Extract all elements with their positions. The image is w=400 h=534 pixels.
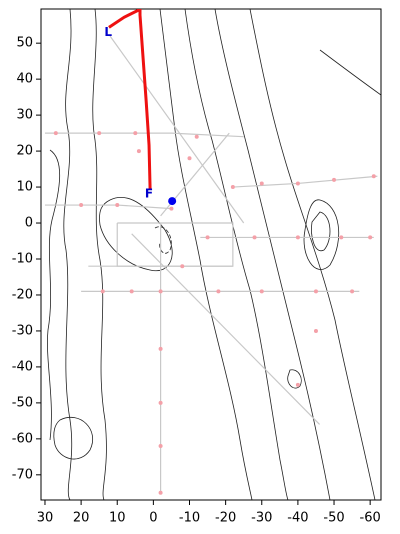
y-tick-label: -50 — [12, 395, 33, 410]
sample-point — [371, 174, 376, 179]
x-tick-label: 20 — [73, 511, 90, 526]
sample-point — [295, 181, 300, 186]
sample-point — [230, 185, 235, 190]
route — [108, 9, 152, 190]
y-tick-label: -10 — [12, 251, 33, 266]
contour — [154, 226, 172, 254]
sample-point — [313, 289, 318, 294]
contour — [63, 9, 73, 500]
plot-frame — [40, 8, 382, 501]
y-tick-label: 30 — [16, 108, 33, 123]
sample-point — [205, 235, 210, 240]
contour — [319, 49, 381, 96]
sample-point — [100, 289, 105, 294]
sample-point — [136, 149, 141, 154]
survey-track — [109, 35, 245, 224]
data-layer: LF — [44, 9, 378, 495]
contour — [53, 417, 93, 460]
x-tick-label: 30 — [37, 511, 54, 526]
x-tick-label: 0 — [149, 511, 157, 526]
sample-point — [158, 444, 163, 449]
y-tick-label: -70 — [12, 467, 33, 482]
sample-point — [97, 131, 102, 136]
contour — [311, 211, 331, 252]
x-tick-label: -20 — [215, 511, 236, 526]
sample-point — [339, 235, 344, 240]
y-tick-label: 50 — [16, 36, 33, 51]
sample-point — [313, 328, 318, 333]
sample-point — [350, 289, 355, 294]
sample-point — [158, 346, 163, 351]
y-tick-label: 20 — [16, 144, 33, 159]
y-tick-label: -20 — [12, 287, 33, 302]
sample-point — [133, 131, 138, 136]
x-tick-label: -60 — [360, 511, 381, 526]
sample-point — [259, 289, 264, 294]
marker-label: F — [145, 187, 153, 201]
sample-point — [295, 382, 300, 387]
sample-point — [180, 264, 185, 269]
contours — [47, 9, 381, 500]
sample-point — [259, 181, 264, 186]
sample-point — [169, 206, 174, 211]
survey-track — [116, 222, 234, 267]
sample-point — [129, 289, 134, 294]
station — [168, 197, 177, 206]
contour — [184, 9, 289, 500]
contour — [47, 149, 61, 441]
x-tick-label: -50 — [323, 511, 344, 526]
contour — [99, 197, 173, 272]
y-tick-label: -40 — [12, 359, 33, 374]
contour — [214, 9, 331, 500]
sample-point — [368, 235, 373, 240]
y-tick-label: -30 — [12, 323, 33, 338]
sample-point — [158, 289, 163, 294]
contour — [92, 9, 107, 500]
x-tick-label: 10 — [109, 511, 126, 526]
y-tick-label: -60 — [12, 431, 33, 446]
x-tick-label: -10 — [179, 511, 200, 526]
y-tick-label: 0 — [25, 216, 33, 231]
contour — [249, 9, 376, 500]
y-tick-label: 10 — [16, 180, 33, 195]
sample-point — [252, 235, 257, 240]
sample-point — [115, 203, 120, 208]
sample-point — [295, 235, 300, 240]
x-tick-label: -30 — [251, 511, 272, 526]
sample-point — [158, 400, 163, 405]
marker-label: L — [104, 25, 112, 39]
sample-point — [158, 490, 163, 495]
sample-point — [194, 134, 199, 139]
x-tick-label: -40 — [287, 511, 308, 526]
contour — [303, 199, 340, 270]
contour — [159, 9, 253, 500]
survey-track — [44, 204, 172, 210]
sample-point — [332, 177, 337, 182]
sample-point — [216, 289, 221, 294]
sample-point — [53, 131, 58, 136]
y-tick-label: 40 — [16, 72, 33, 87]
survey-track — [131, 233, 321, 425]
sample-point — [187, 156, 192, 161]
survey-track — [44, 132, 244, 138]
contour — [287, 369, 302, 389]
sample-point — [79, 203, 84, 208]
